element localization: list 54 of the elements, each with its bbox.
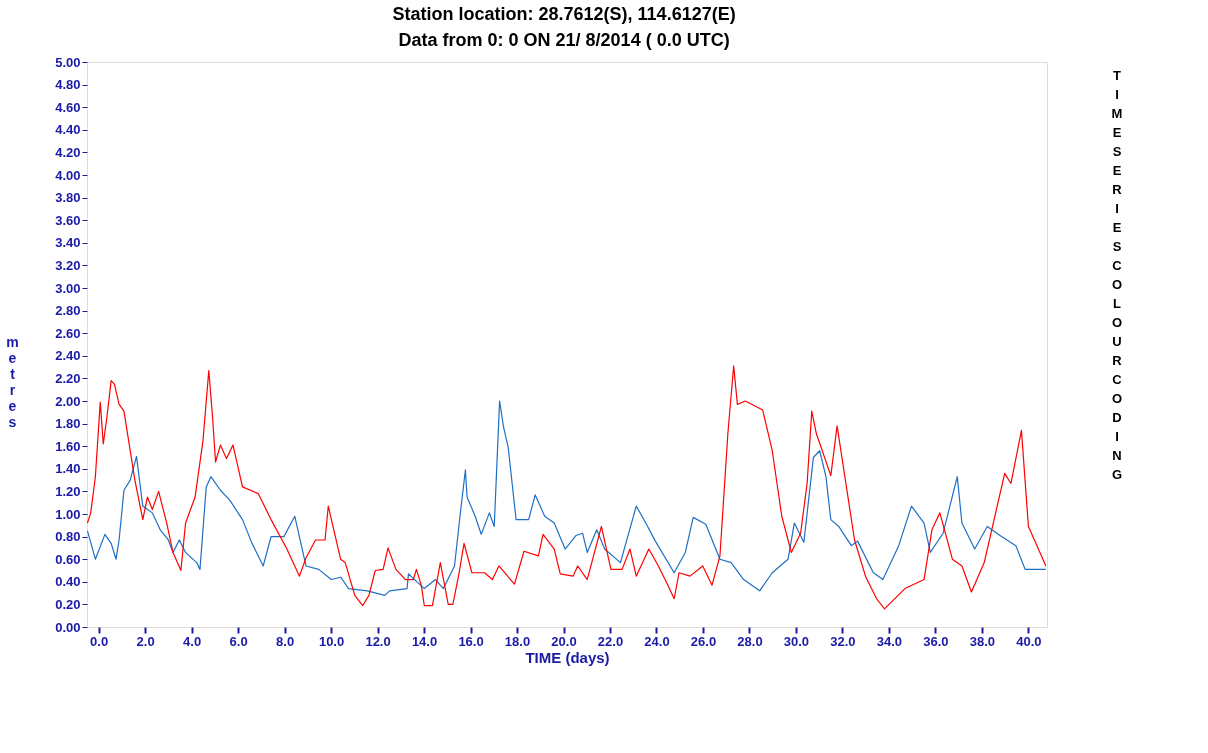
y-tick-label: 3.20 <box>55 257 81 273</box>
x-tick-label: 28.0 <box>737 633 763 649</box>
y-tick-label: 2.40 <box>55 348 81 364</box>
x-tick-label: 14.0 <box>411 633 438 649</box>
y-tick-label: 4.80 <box>55 77 81 93</box>
y-tick-label: 3.60 <box>55 212 81 228</box>
y-tick-label: 4.60 <box>55 99 81 115</box>
x-tick-label: 4.0 <box>183 633 202 649</box>
y-axis-title: metres <box>6 333 19 430</box>
x-tick-label: 36.0 <box>923 633 949 649</box>
y-tick-label: 4.40 <box>55 122 81 138</box>
x-tick-label: 38.0 <box>969 633 996 649</box>
y-tick-label: 3.00 <box>55 280 81 296</box>
x-tick-label: 6.0 <box>229 633 248 649</box>
x-tick-label: 24.0 <box>644 633 670 649</box>
y-tick-label: 3.40 <box>55 235 81 251</box>
y-tick-label: 1.60 <box>55 438 81 454</box>
y-tick-label: 0.00 <box>55 619 81 635</box>
y-tick-label: 4.20 <box>55 144 81 160</box>
x-tick-label: 8.0 <box>276 633 295 649</box>
x-tick-label: 10.0 <box>318 633 345 649</box>
y-tick-label: 1.80 <box>55 416 81 432</box>
y-tick-label: 0.80 <box>55 529 81 545</box>
y-tick-label: 4.00 <box>55 167 81 183</box>
x-tick-label: 0.0 <box>90 633 109 649</box>
x-tick-label: 34.0 <box>876 633 903 649</box>
x-axis-title: TIME (days) <box>525 648 610 666</box>
x-tick-label: 26.0 <box>690 633 717 649</box>
x-tick-label: 40.0 <box>1016 633 1042 649</box>
y-tick-label: 2.60 <box>55 325 81 341</box>
y-tick-label: 1.40 <box>55 461 81 477</box>
x-tick-label: 30.0 <box>783 633 810 649</box>
y-tick-label: 5.00 <box>55 54 81 70</box>
y-tick-label: 3.80 <box>55 190 81 206</box>
chart-subtitle: Data from 0: 0 ON 21/ 8/2014 ( 0.0 UTC) <box>398 29 730 50</box>
text: TIME SERIES COLOUR CODING <box>1111 68 1123 482</box>
y-tick-label: 1.00 <box>55 506 81 522</box>
y-tick-label: 0.60 <box>55 551 81 567</box>
y-tick-label: 0.20 <box>55 596 81 612</box>
x-tick-label: 32.0 <box>830 633 856 649</box>
line-series <box>86 400 1047 596</box>
y-tick-label: 2.80 <box>55 303 81 319</box>
x-tick-label: 16.0 <box>458 633 484 649</box>
line-series <box>86 365 1047 610</box>
y-tick-label: 1.20 <box>55 483 81 499</box>
y-tick-label: 2.20 <box>55 370 81 386</box>
x-tick-label: 18.0 <box>504 633 531 649</box>
y-tick-label: 0.40 <box>55 574 81 590</box>
x-tick-label: 2.0 <box>136 633 155 649</box>
x-tick-label: 22.0 <box>597 633 624 649</box>
x-tick-label: 12.0 <box>365 633 391 649</box>
chart-title: Station location: 28.7612(S), 114.6127(E) <box>392 3 736 24</box>
x-tick-label: 20.0 <box>551 633 577 649</box>
y-tick-label: 2.00 <box>55 393 81 409</box>
